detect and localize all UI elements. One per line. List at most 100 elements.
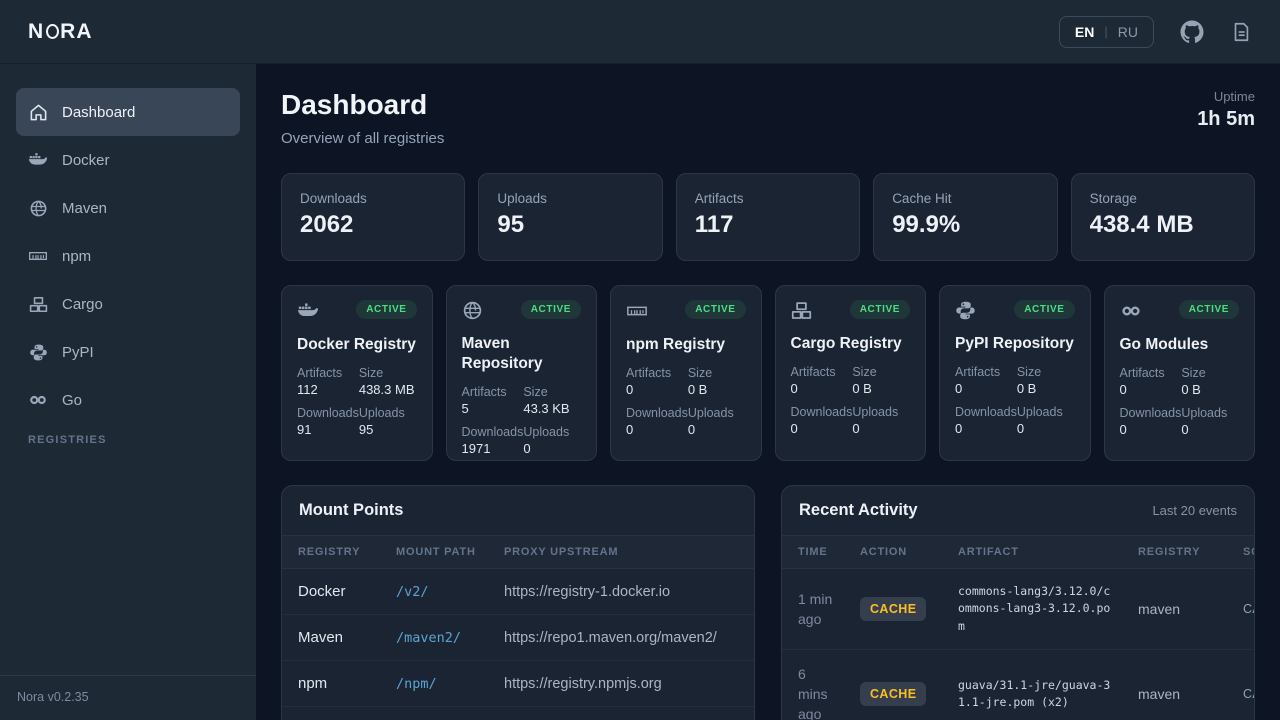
stat-value: 438.4 MB [1089,211,1194,238]
status-badge: ACTIVE [1014,300,1075,319]
table-row: Docker /v2/ https://registry-1.docker.io [282,568,754,615]
sidebar-item-cargo[interactable]: Cargo [16,280,240,328]
python-icon [28,343,48,362]
artifacts-label: Artifacts [790,365,836,380]
activity-source: CACHE [1227,649,1254,720]
artifacts-label: Artifacts [461,385,507,400]
recent-activity-subtitle: Last 20 events [1152,503,1237,518]
sidebar-item-dashboard[interactable]: Dashboard [16,88,240,136]
registry-card-maven[interactable]: ACTIVE Maven Repository Artifacts 5 Size 4… [445,285,597,461]
activity-artifact: commons-lang3/3.12.0/commons-lang3-3.12.… [942,568,1122,650]
uploads-value: 0 [852,421,860,437]
downloads-value: 0 [955,421,963,437]
sidebar-item-maven[interactable]: Maven [16,184,240,232]
registry-card-npm[interactable]: ACTIVE npm Registry Artifacts 0 Size 0 B D… [610,285,762,461]
col-header-registry: REGISTRY [282,536,380,569]
registry-name: PyPI Repository [955,335,1074,352]
downloads-label: Downloads [297,406,359,421]
mount-points-table: REGISTRY MOUNT PATH PROXY UPSTREAM Docke… [282,536,754,707]
downloads-value: 1971 [461,441,491,457]
registry-cards-row: ACTIVE Docker Registry Artifacts 112 Size… [281,285,1255,461]
mount-path: /v2/ [380,568,488,615]
sidebar-item-docker[interactable]: Docker [16,136,240,184]
registry-card-go[interactable]: ACTIVE Go Modules Artifacts 0 Size 0 B Dow… [1103,285,1255,461]
github-icon[interactable] [1180,20,1204,44]
artifacts-label: Artifacts [297,366,343,381]
mount-path: /maven2/ [380,614,488,661]
uploads-label: Uploads [358,406,405,421]
size-label: Size [852,365,877,380]
sidebar-section-registries: REGISTRIES [28,434,107,446]
col-header-mount-path: MOUNT PATH [380,536,488,569]
go-icon [1120,300,1142,322]
artifacts-value: 0 [1119,382,1127,398]
go-icon [28,390,48,410]
size-value: 0 B [687,382,708,398]
stat-card-uploads: Uploads 95 [478,173,663,261]
recent-activity-panel: Recent Activity Last 20 events TIME ACTI… [781,485,1255,720]
uploads-label: Uploads [852,405,899,420]
stat-card-downloads: Downloads 2062 [281,173,466,261]
registry-name: npm Registry [626,336,726,353]
uploads-label: Uploads [523,425,570,440]
language-toggle[interactable]: EN | RU [1058,15,1154,48]
registry-card-pypi[interactable]: ACTIVE PyPI Repository Artifacts 0 Size 0 … [939,285,1091,461]
col-header-source: SOURCE [1227,536,1254,569]
sidebar-item-label: Docker [62,151,110,169]
size-label: Size [358,366,384,381]
action-badge: CACHE [860,682,927,707]
artifacts-value: 0 [790,381,798,397]
downloads-label: Downloads [955,405,1017,420]
app-version: Nora v0.2.35 [0,675,256,720]
mount-points-panel: Mount Points REGISTRY MOUNT PATH PROXY U… [281,485,755,720]
mount-registry: Maven [282,614,380,661]
size-value: 438.3 MB [358,382,415,398]
stats-row: Downloads 2062 Uploads 95 Artifacts 117 … [281,173,1255,261]
sidebar-item-go[interactable]: Go [16,376,240,424]
python-icon [955,300,976,321]
table-row: Maven /maven2/ https://repo1.maven.org/m… [282,614,754,661]
status-badge: ACTIVE [685,300,746,319]
stat-card-storage: Storage 438.4 MB [1070,173,1255,261]
page-title: Dashboard [281,89,428,120]
downloads-label: Downloads [1119,406,1182,421]
size-value: 0 B [1016,381,1037,397]
sidebar-item-pypi[interactable]: PyPI [16,328,240,376]
artifacts-value: 0 [955,381,963,397]
docker-icon [28,150,48,170]
npm-icon [28,246,48,266]
lang-ru-button[interactable]: RU [1117,23,1138,40]
uploads-value: 0 [523,441,531,457]
uploads-value: 0 [1181,422,1189,438]
uploads-value: 0 [1016,421,1025,437]
stat-label: Uploads [497,191,547,206]
downloads-label: Downloads [626,406,688,421]
stat-value: 117 [694,211,734,238]
artifacts-value: 0 [626,382,634,398]
mount-points-title: Mount Points [299,501,404,519]
docs-icon[interactable] [1230,21,1252,43]
lang-en-button[interactable]: EN [1074,23,1095,40]
downloads-value: 0 [790,421,798,437]
mount-upstream: https://repo1.maven.org/maven2/ [488,614,754,661]
artifacts-value: 5 [461,401,469,417]
registry-card-docker[interactable]: ACTIVE Docker Registry Artifacts 112 Size… [281,285,433,461]
sidebar-item-label: PyPI [62,343,94,361]
size-label: Size [1181,366,1206,381]
sidebar-item-label: Dashboard [62,103,136,121]
docker-icon [297,300,319,322]
uploads-value: 0 [687,422,696,438]
stat-value: 95 [497,211,525,238]
recent-activity-table: TIME ACTION ARTIFACT REGISTRY SOURCE 1 m… [782,536,1254,720]
mount-upstream: https://registry-1.docker.io [488,568,754,615]
logo-text-ra: RA [60,19,93,43]
registry-name: Cargo Registry [790,335,902,352]
sidebar-item-npm[interactable]: npm [16,232,240,280]
registry-card-cargo[interactable]: ACTIVE Cargo Registry Artifacts 0 Size 0 B… [774,285,926,461]
registry-name: Docker Registry [297,336,416,353]
artifacts-value: 112 [297,382,318,398]
status-badge: ACTIVE [1178,300,1239,319]
page-subtitle: Overview of all registries [281,130,445,147]
downloads-label: Downloads [461,425,524,440]
uptime-value: 1h 5m [1197,108,1255,130]
